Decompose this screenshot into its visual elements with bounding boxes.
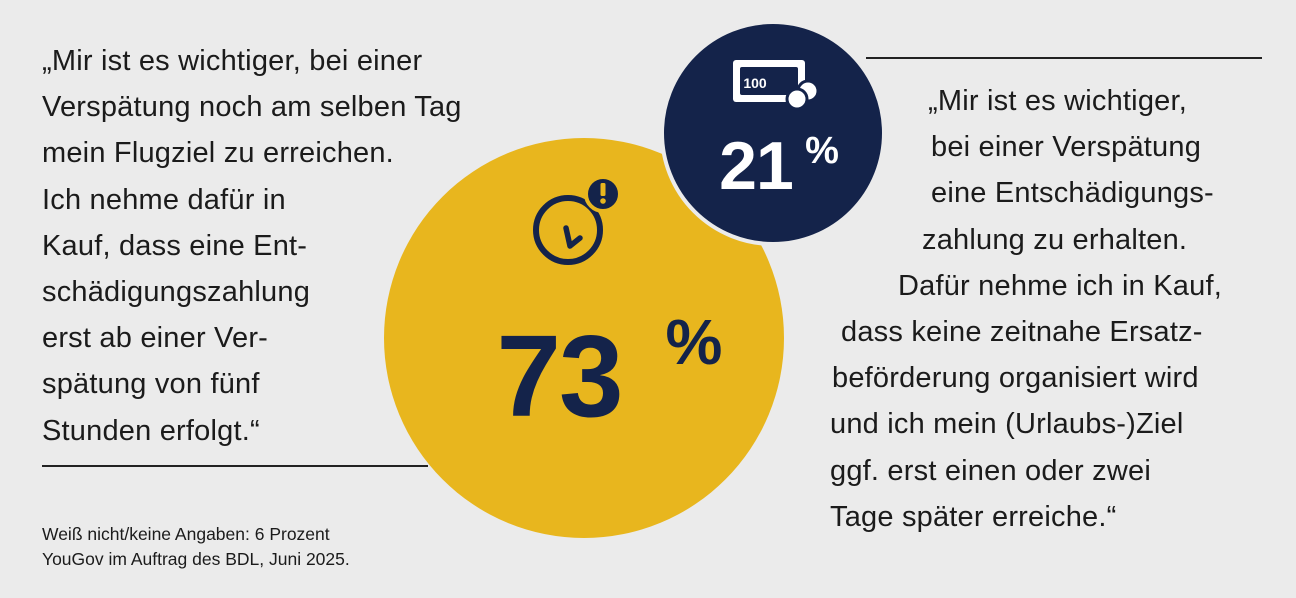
quote-right-line-1: „Mir ist es wichtiger, bbox=[928, 85, 1187, 117]
divider-right bbox=[866, 57, 1262, 59]
quote-left-line-2: Verspätung noch am selben Tag bbox=[42, 91, 462, 124]
divider-left bbox=[42, 465, 428, 467]
quote-left-line-3: mein Flugziel zu erreichen. bbox=[42, 137, 394, 170]
unit-73: % bbox=[666, 306, 723, 378]
value-73: 73 bbox=[496, 311, 621, 441]
quote-right-line-9: ggf. erst einen oder zwei bbox=[830, 454, 1151, 487]
bubble-21-percent bbox=[660, 20, 886, 246]
quote-right-line-4: zahlung zu erhalten. bbox=[922, 223, 1188, 256]
footnote-no-answer: Weiß nicht/keine Angaben: 6 Prozent bbox=[42, 524, 330, 544]
footnote-source: YouGov im Auftrag des BDL, Juni 2025. bbox=[42, 549, 350, 569]
quote-right-line-2: bei einer Verspätung bbox=[931, 131, 1202, 164]
clock-alert-icon bbox=[533, 175, 622, 265]
footnote: Weiß nicht/keine Angaben: 6 Prozent YouG… bbox=[42, 522, 350, 572]
quote-left-line-7: erst ab einer Ver- bbox=[42, 322, 269, 355]
unit-21: % bbox=[805, 130, 839, 172]
quote-right-line-10: Tage später erreiche.“ bbox=[830, 500, 1117, 533]
quote-right-line-8: und ich mein (Urlaubs-)Ziel bbox=[830, 408, 1184, 441]
quote-same-day-arrival: „Mir ist es wichtiger, bei einer Verspät… bbox=[42, 38, 522, 454]
quote-left-line-4: Ich nehme dafür in bbox=[42, 183, 286, 216]
quote-left-line-6: schädigungszahlung bbox=[42, 276, 311, 309]
banknote-label: 100 bbox=[743, 75, 767, 91]
value-21: 21 bbox=[719, 128, 793, 204]
quote-right-line-7: beförderung organisiert wird bbox=[832, 362, 1199, 395]
quote-left-line-5: Kauf, dass eine Ent- bbox=[42, 229, 308, 262]
quote-left-line-9: Stunden erfolgt.“ bbox=[42, 414, 260, 447]
quote-left-line-8: spätung von fünf bbox=[42, 368, 260, 401]
quote-right-line-5: Dafür nehme ich in Kauf, bbox=[898, 269, 1222, 302]
quote-left-line-1: „Mir ist es wichtiger, bei einer bbox=[42, 45, 423, 77]
quote-right-line-3: eine Entschädigungs- bbox=[931, 177, 1214, 210]
banknote-coins-icon: 100 bbox=[733, 60, 820, 111]
bubble-73-percent bbox=[384, 138, 784, 538]
quote-compensation: „Mir ist es wichtiger, bei einer Verspät… bbox=[820, 78, 1280, 540]
quote-right-line-6: dass keine zeitnahe Ersatz- bbox=[841, 316, 1203, 349]
